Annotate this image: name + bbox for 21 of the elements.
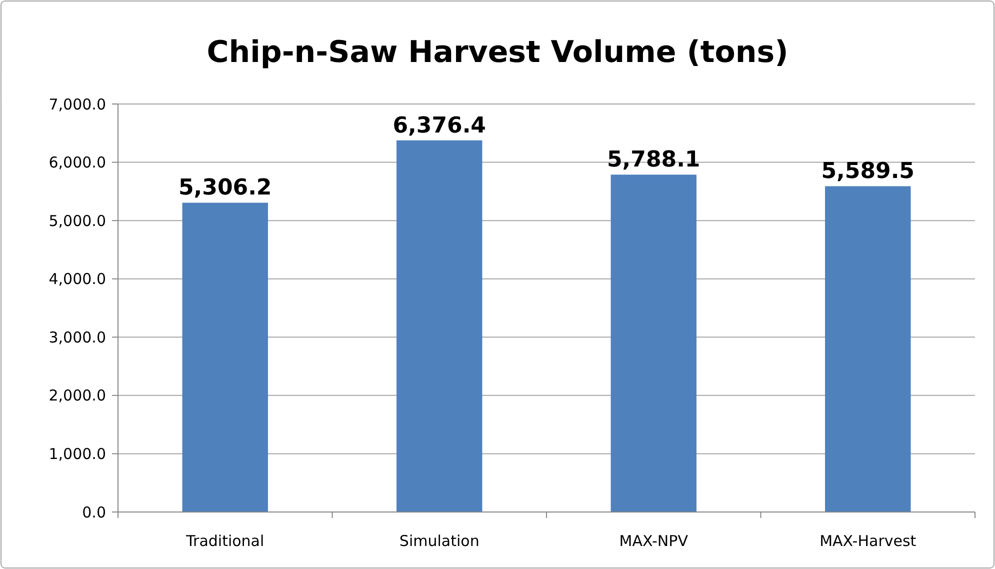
y-tick-label: 4,000.0 bbox=[48, 270, 106, 288]
y-tick-label: 7,000.0 bbox=[48, 95, 106, 114]
x-tick-label: Traditional bbox=[185, 532, 264, 550]
data-label: 5,589.5 bbox=[821, 159, 915, 184]
x-tick-label: Simulation bbox=[399, 532, 480, 550]
data-label: 5,788.1 bbox=[606, 148, 700, 173]
y-tick-label: 5,000.0 bbox=[48, 212, 106, 230]
bar bbox=[396, 140, 482, 512]
y-tick-label: 2,000.0 bbox=[48, 386, 106, 405]
y-tick-label: 1,000.0 bbox=[48, 444, 106, 463]
x-tick-label: MAX-NPV bbox=[619, 532, 689, 550]
bar bbox=[825, 186, 911, 512]
chart-title: Chip-n-Saw Harvest Volume (tons) bbox=[206, 35, 788, 70]
y-tick-label: 0.0 bbox=[82, 503, 106, 522]
bar bbox=[182, 202, 268, 512]
y-tick-label: 6,000.0 bbox=[48, 154, 106, 172]
x-tick-label: MAX-Harvest bbox=[820, 532, 916, 550]
data-label: 5,306.2 bbox=[178, 176, 272, 201]
data-label: 6,376.4 bbox=[392, 113, 486, 138]
y-tick-label: 3,000.0 bbox=[48, 328, 106, 346]
bar bbox=[610, 174, 696, 512]
